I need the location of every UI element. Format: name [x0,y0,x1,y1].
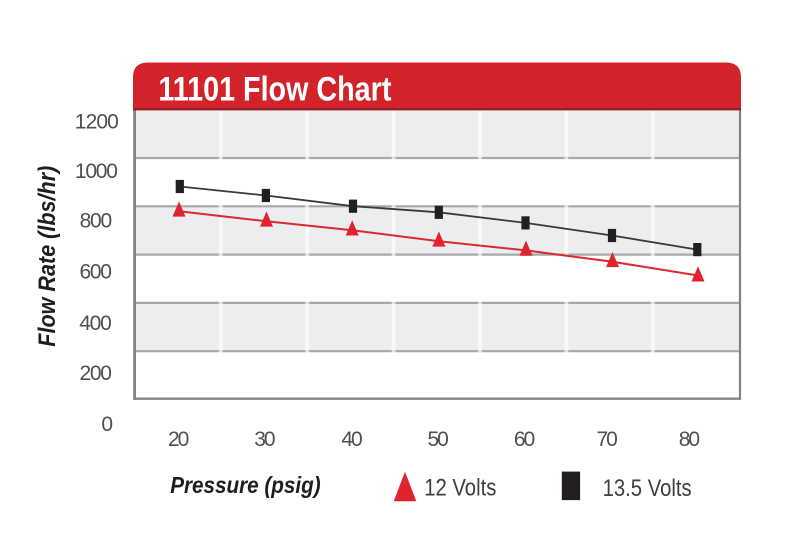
svg-text:Pressure (psig): Pressure (psig) [170,472,321,498]
svg-text:40: 40 [341,428,362,451]
svg-text:30: 30 [254,428,275,451]
svg-text:20: 20 [168,428,189,451]
svg-text:70: 70 [597,428,618,451]
svg-text:600: 600 [79,260,112,283]
svg-text:11101 Flow Chart: 11101 Flow Chart [158,71,391,109]
svg-text:Flow Rate (lbs/hr): Flow Rate (lbs/hr) [34,166,61,347]
svg-text:1000: 1000 [75,160,118,183]
svg-text:50: 50 [427,428,448,451]
svg-text:12 Volts: 12 Volts [424,475,496,502]
svg-text:60: 60 [514,428,535,451]
svg-text:80: 80 [679,428,700,451]
svg-text:1200: 1200 [75,111,119,134]
svg-text:0: 0 [101,413,113,436]
svg-text:200: 200 [79,362,112,385]
svg-text:13.5 Volts: 13.5 Volts [603,475,692,502]
svg-text:800: 800 [80,210,113,233]
svg-text:400: 400 [79,312,112,335]
